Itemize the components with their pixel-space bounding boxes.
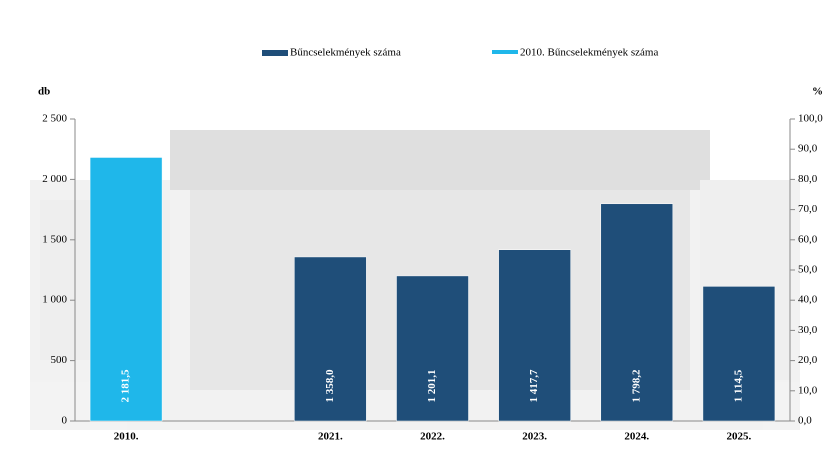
bar	[702, 286, 776, 422]
data-label: 2 181,5	[120, 369, 132, 403]
x-tick-label: 2021.	[318, 431, 343, 443]
tick-label: 100,0	[798, 113, 823, 125]
data-label: 1 798,2	[630, 369, 642, 403]
tick-label: 1 500	[42, 233, 67, 245]
x-tick-label: 2025.	[727, 431, 752, 443]
data-label: 1 114,5	[732, 369, 744, 402]
tick-label: 60,0	[798, 233, 818, 245]
bar	[89, 157, 163, 422]
bar	[498, 249, 571, 422]
data-label: 1 358,0	[324, 369, 336, 403]
x-tick-label: 2024.	[624, 431, 649, 443]
y-axis-label: db	[38, 86, 50, 98]
tick-label: 0	[62, 415, 68, 427]
tick-label: 2 000	[42, 173, 67, 185]
tick-label: 1 000	[42, 294, 67, 306]
x-tick-label: 2022.	[420, 431, 445, 443]
tick-label: 500	[51, 354, 68, 366]
y2-axis-label: %	[812, 86, 823, 98]
tick-label: 10,0	[798, 384, 818, 396]
legend-label: 2010. Bűncselekmények száma	[520, 47, 658, 59]
tick-label: 40,0	[798, 294, 818, 306]
tick-label: 2 500	[42, 113, 67, 125]
bar	[396, 275, 469, 422]
data-label: 1 201,1	[426, 370, 438, 403]
bar	[294, 256, 367, 422]
bar	[600, 203, 674, 422]
x-tick-label: 2023.	[522, 431, 547, 443]
tick-label: 20,0	[798, 354, 818, 366]
tick-label: 0,0	[798, 415, 812, 427]
legend-label: Bűncselekmények száma	[290, 47, 401, 59]
x-tick-label: 2010.	[114, 431, 139, 443]
legend-swatch	[262, 50, 288, 56]
data-label: 1 417,7	[528, 369, 540, 403]
tick-label: 70,0	[798, 203, 818, 215]
tick-label: 50,0	[798, 264, 818, 276]
tick-label: 80,0	[798, 173, 818, 185]
tick-label: 30,0	[798, 324, 818, 336]
legend-swatch	[492, 50, 518, 54]
tick-label: 90,0	[798, 143, 818, 155]
